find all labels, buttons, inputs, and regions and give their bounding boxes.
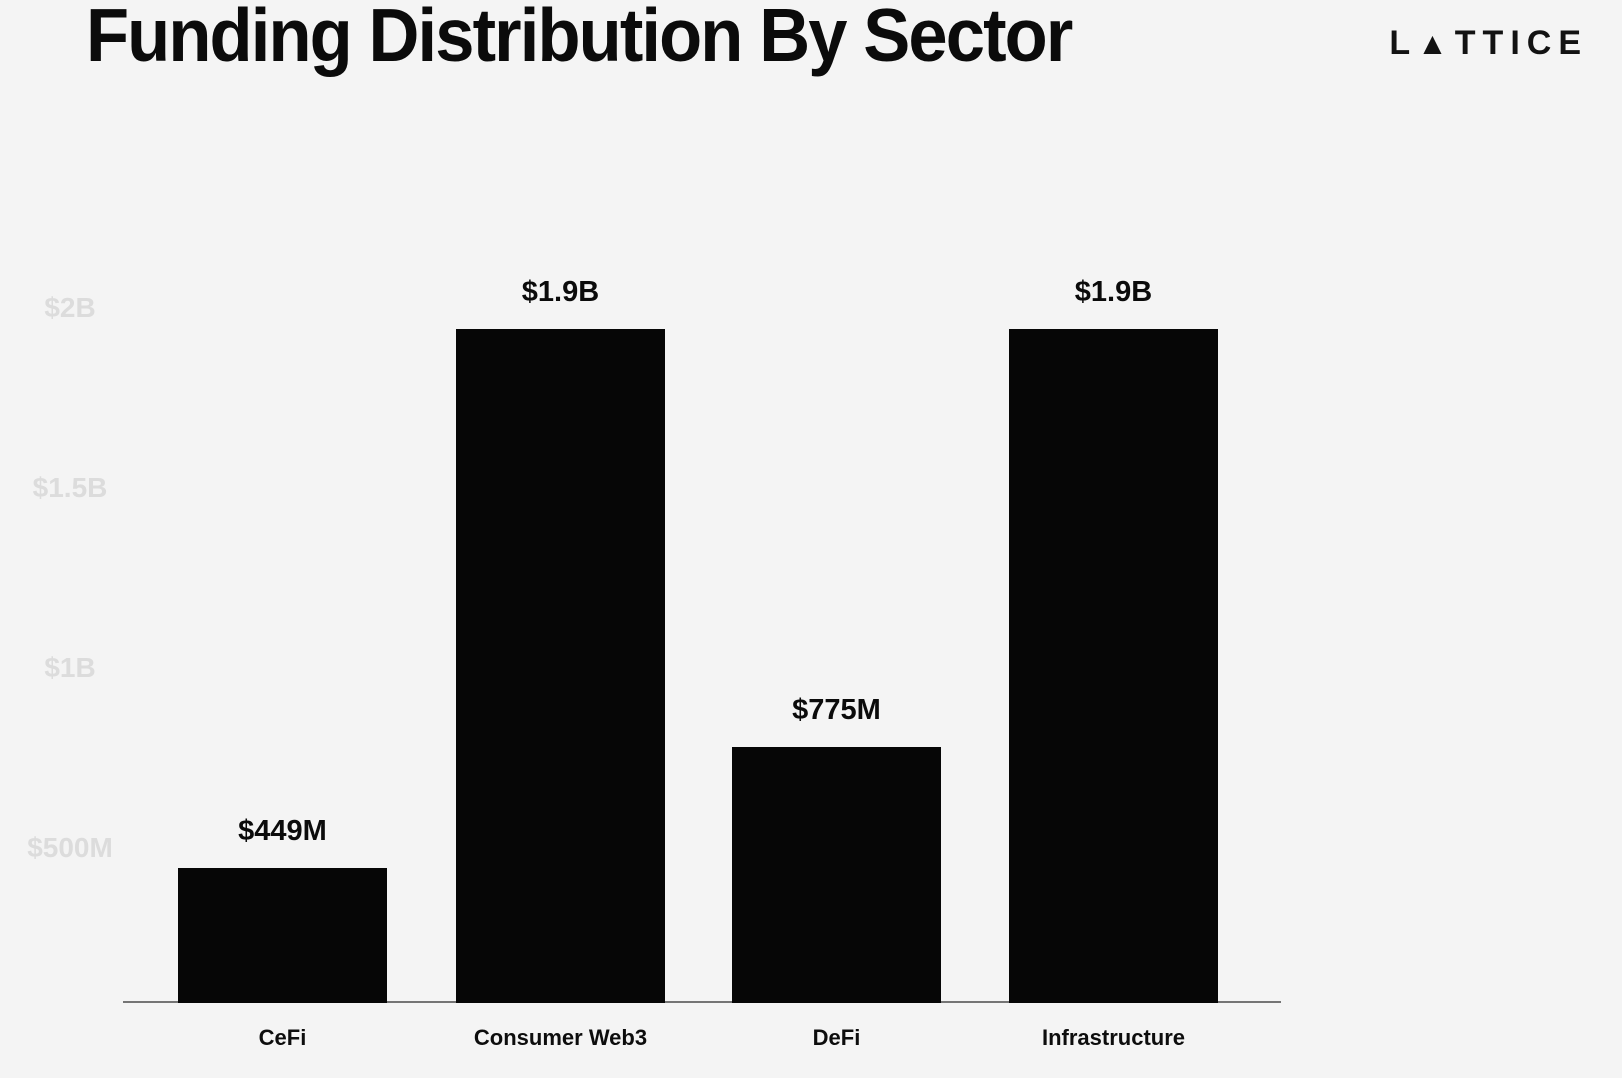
value-label-infrastructure: $1.9B (1074, 276, 1153, 308)
value-label-consumer-web3: $1.9B (521, 276, 600, 308)
value-label-defi: $775M (792, 694, 881, 726)
y-tick-label-500m: $500M (27, 832, 113, 863)
chart-title: Funding Distribution By Sector (86, 0, 1073, 77)
category-label-defi: DeFi (812, 1025, 861, 1050)
category-label-cefi: CeFi (258, 1025, 307, 1050)
lattice-logo: L▲TTICE (1389, 24, 1588, 63)
bar-cefi (178, 868, 387, 1003)
y-tick-label-2b: $2B (44, 292, 96, 323)
x-axis-line (123, 1001, 1281, 1003)
y-tick-label-1-5b: $1.5B (32, 472, 108, 503)
bar-infrastructure (1009, 329, 1218, 1003)
bar-defi (732, 747, 941, 1003)
bar-consumer-web3 (456, 329, 665, 1003)
category-label-infrastructure: Infrastructure (1041, 1025, 1186, 1050)
value-label-cefi: $449M (238, 815, 327, 847)
category-label-consumer-web3: Consumer Web3 (473, 1025, 648, 1050)
triangle-icon: ▲ (1417, 26, 1455, 61)
logo-letter-l: L (1389, 24, 1418, 62)
y-tick-label-1b: $1B (44, 652, 96, 683)
logo-letters-ttice: TTICE (1454, 24, 1588, 62)
